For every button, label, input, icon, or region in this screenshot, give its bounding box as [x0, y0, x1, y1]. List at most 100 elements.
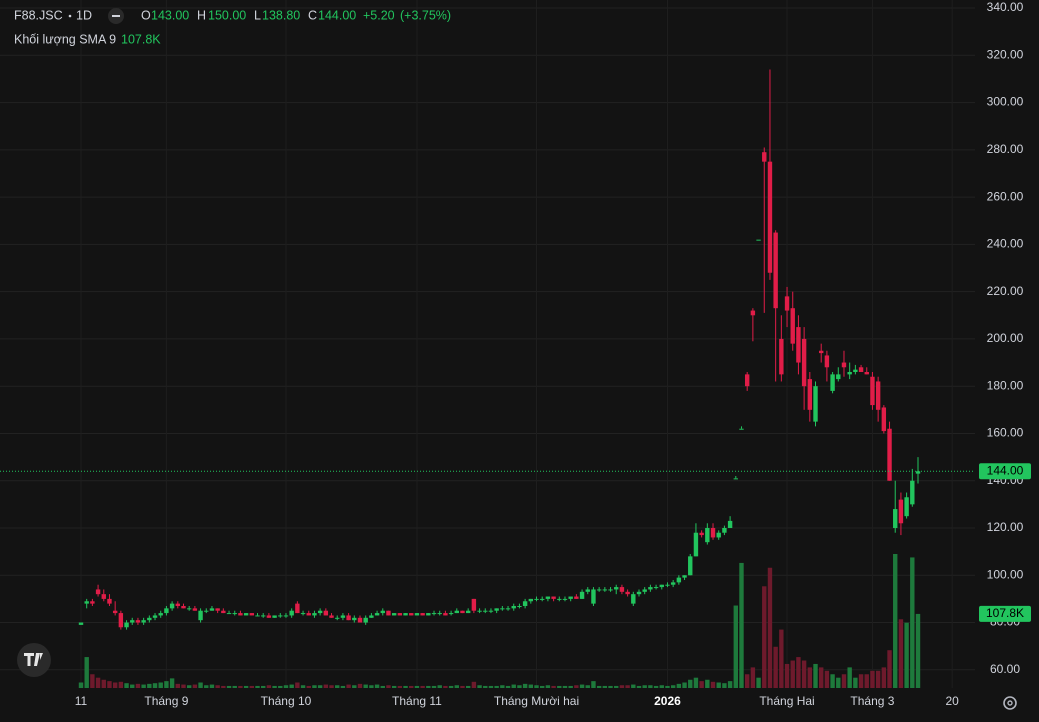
volume-bar — [278, 685, 283, 688]
candle-body — [847, 372, 852, 375]
x-tick-label: Tháng 10 — [261, 694, 312, 708]
volume-bar — [397, 685, 403, 688]
candle-body — [158, 613, 163, 616]
volume-bar — [204, 685, 209, 688]
candle-body — [175, 603, 180, 606]
x-tick-label: Tháng 9 — [144, 694, 188, 708]
volume-bar — [762, 586, 767, 688]
y-tick-label: 280.00 — [987, 142, 1024, 156]
candle-body — [841, 362, 847, 368]
candle-body — [659, 584, 664, 588]
candle-body — [688, 556, 693, 576]
volume-bar — [352, 685, 357, 688]
candle-body — [426, 613, 431, 616]
y-tick-label: 340.00 — [987, 0, 1024, 14]
candle-body — [221, 610, 226, 614]
candle-body — [898, 499, 904, 524]
volume-bar — [107, 681, 112, 688]
volume-bar — [483, 685, 488, 688]
x-tick-label: Tháng 11 — [392, 694, 442, 708]
candle-body — [705, 527, 710, 543]
volume-bar — [608, 685, 613, 688]
candle-body — [596, 589, 602, 591]
volume-bar — [505, 685, 511, 688]
volume-bar — [733, 605, 738, 688]
candle-body — [505, 608, 511, 610]
settings-button[interactable] — [1003, 696, 1017, 710]
ohlc-value: 138.80 — [262, 8, 300, 22]
volume-label-box — [979, 605, 1031, 622]
candle-body — [346, 615, 351, 621]
volume-bar — [670, 685, 676, 688]
candle-body — [858, 367, 864, 373]
volume-bar — [579, 684, 585, 688]
volume-bar — [426, 685, 431, 688]
volume-bar — [904, 622, 909, 688]
candle-body — [534, 598, 539, 600]
volume-bar — [767, 567, 773, 688]
volume-legend-value: 107.8K — [121, 32, 161, 46]
volume-bar — [323, 684, 329, 688]
volume-bar — [215, 685, 220, 688]
volume-bar — [591, 681, 596, 688]
separator — [68, 14, 72, 18]
candle-body — [431, 613, 437, 615]
volume-bar — [477, 685, 482, 688]
volume-bar — [443, 685, 448, 688]
volume-bar — [511, 684, 516, 688]
candle-body — [631, 594, 636, 604]
volume-bar — [186, 685, 192, 688]
volume-bar — [568, 685, 573, 688]
volume-bar — [198, 682, 203, 688]
y-tick-label: 260.00 — [987, 189, 1024, 203]
volume-bar — [557, 685, 562, 688]
volume-bar — [744, 674, 750, 688]
candle-body — [283, 615, 289, 617]
candle-body — [272, 615, 277, 618]
volume-bar — [409, 685, 414, 688]
volume-bar — [898, 619, 904, 688]
volume-bar — [659, 685, 664, 688]
candle-body — [904, 497, 909, 517]
ohlc-legend: O 143.00 H 150.00 L 138.80 C 144.00 +5.20 (+3.75%… — [141, 8, 451, 22]
volume-bar — [152, 683, 158, 688]
candle-body — [619, 587, 625, 592]
volume-bar — [312, 685, 317, 688]
candle-body — [744, 374, 750, 387]
volume-bar — [870, 670, 875, 688]
candles — [78, 69, 921, 630]
volume-bar — [682, 682, 687, 688]
candle-body — [710, 527, 716, 538]
volume-bar — [625, 685, 630, 688]
y-tick-label: 240.00 — [987, 237, 1024, 251]
volume-bar — [175, 683, 180, 688]
candle-body — [585, 589, 590, 592]
ohlc-key: H — [197, 8, 206, 22]
volume-bar — [147, 683, 152, 688]
volume-bar — [164, 681, 169, 688]
volume-bar — [653, 685, 659, 688]
candle-body — [653, 587, 659, 589]
candle-body — [887, 428, 892, 481]
logo[interactable] — [17, 643, 51, 677]
candle-body — [317, 610, 323, 614]
candle-body — [84, 601, 89, 604]
volume-bar — [784, 663, 790, 688]
candle-body — [665, 584, 670, 586]
candle-body — [448, 613, 454, 615]
candle-body — [875, 381, 881, 410]
volume-bar — [824, 670, 830, 688]
price-label-box — [979, 463, 1031, 480]
candle-body — [864, 372, 869, 375]
ohlc-value: 150.00 — [208, 8, 246, 22]
candle-body — [107, 598, 112, 604]
gear-hub — [1007, 700, 1013, 706]
y-tick-label: 160.00 — [987, 426, 1024, 440]
candle-body — [152, 615, 158, 618]
volume-bar — [135, 683, 141, 688]
ohlc-value: 144.00 — [318, 8, 356, 22]
candle-body — [796, 327, 801, 363]
volume-bar — [881, 667, 887, 688]
volume-bar — [255, 685, 260, 688]
